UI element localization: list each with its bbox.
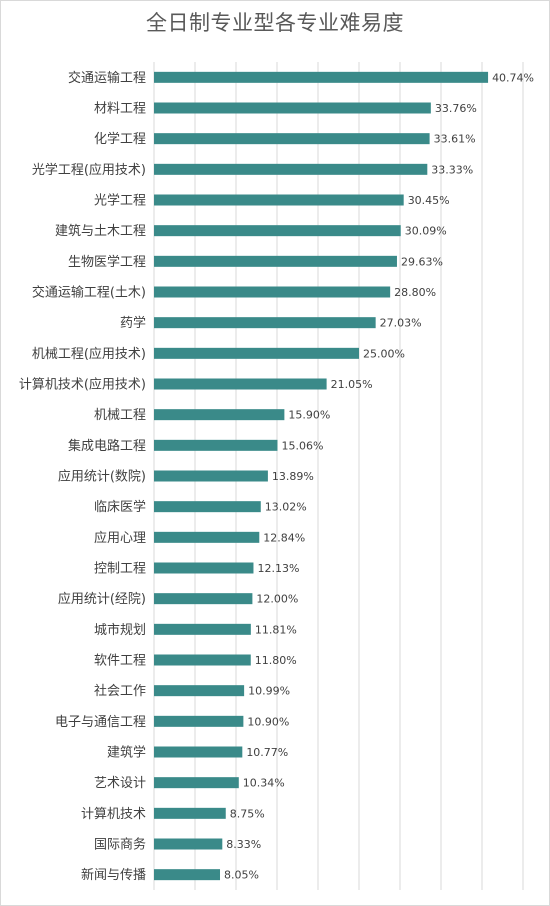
bar bbox=[154, 439, 278, 451]
data-label: 8.05% bbox=[224, 869, 259, 882]
bar bbox=[154, 869, 221, 881]
bar-series bbox=[154, 71, 489, 881]
data-label: 30.45% bbox=[408, 194, 450, 207]
category-label: 国际商务 bbox=[94, 837, 146, 853]
category-label: 集成电路工程 bbox=[68, 438, 146, 454]
bar bbox=[154, 317, 376, 329]
category-label: 机械工程(应用技术) bbox=[32, 346, 146, 362]
bar bbox=[154, 347, 359, 359]
bar bbox=[154, 102, 431, 114]
bar bbox=[154, 194, 404, 206]
data-label: 40.74% bbox=[492, 71, 534, 84]
data-label: 15.06% bbox=[281, 439, 323, 452]
data-label: 15.90% bbox=[288, 409, 330, 422]
data-label: 30.09% bbox=[405, 225, 447, 238]
data-label: 12.00% bbox=[256, 593, 298, 606]
category-label: 机械工程 bbox=[94, 408, 146, 423]
data-label: 10.34% bbox=[243, 777, 285, 790]
category-label: 应用统计(经院) bbox=[58, 591, 146, 607]
bar bbox=[154, 133, 430, 145]
category-label: 化学工程 bbox=[94, 131, 146, 147]
bar bbox=[154, 807, 226, 819]
data-label: 10.99% bbox=[248, 685, 290, 698]
data-label: 33.76% bbox=[435, 102, 477, 115]
bar bbox=[154, 71, 489, 83]
data-label: 33.61% bbox=[434, 133, 476, 146]
bar bbox=[154, 531, 260, 543]
bar bbox=[154, 654, 251, 666]
data-label: 29.63% bbox=[401, 255, 443, 268]
bar bbox=[154, 777, 239, 789]
data-label: 10.90% bbox=[247, 715, 289, 728]
bar bbox=[154, 470, 268, 482]
bar bbox=[154, 225, 401, 237]
data-label: 11.81% bbox=[255, 623, 297, 636]
data-label: 8.33% bbox=[226, 838, 261, 851]
category-label: 城市规划 bbox=[94, 622, 146, 638]
category-label: 光学工程(应用技术) bbox=[32, 162, 146, 178]
bar bbox=[154, 562, 254, 574]
data-label: 27.03% bbox=[380, 317, 422, 330]
bar bbox=[154, 623, 251, 635]
bar bbox=[154, 746, 243, 758]
category-label: 建筑学 bbox=[107, 745, 146, 761]
category-label: 社会工作 bbox=[94, 683, 146, 699]
data-label: 25.00% bbox=[363, 347, 405, 360]
bar bbox=[154, 163, 428, 175]
bar bbox=[154, 378, 327, 390]
category-label: 建筑与土木工程 bbox=[55, 223, 146, 239]
category-label: 材料工程 bbox=[94, 102, 146, 117]
bar bbox=[154, 685, 245, 697]
category-label: 光学工程 bbox=[94, 193, 146, 209]
data-label: 33.33% bbox=[431, 163, 473, 176]
category-label: 应用心理 bbox=[94, 530, 146, 546]
category-label: 艺术设计 bbox=[94, 776, 146, 791]
category-label: 计算机技术 bbox=[81, 807, 146, 822]
category-label: 药学 bbox=[120, 315, 146, 331]
data-label: 12.84% bbox=[263, 531, 305, 544]
data-label: 11.80% bbox=[255, 654, 297, 667]
category-label: 计算机技术(应用技术) bbox=[19, 377, 146, 393]
bar bbox=[154, 255, 397, 267]
category-label: 软件工程 bbox=[94, 654, 146, 669]
value-labels: 40.74% 33.76% 33.61% 33.33% 30.45% 30.09% 29.6… bbox=[224, 71, 534, 881]
category-label: 电子与通信工程 bbox=[55, 715, 146, 730]
data-label: 28.80% bbox=[394, 286, 436, 299]
bar bbox=[154, 593, 253, 605]
category-label: 临床医学 bbox=[94, 499, 146, 515]
category-label: 应用统计(数院) bbox=[58, 469, 146, 485]
data-label: 21.05% bbox=[331, 378, 373, 391]
chart-title: 全日制专业型各专业难易度 bbox=[146, 11, 404, 35]
data-label: 10.77% bbox=[246, 746, 288, 759]
category-label: 交通运输工程 bbox=[68, 70, 146, 86]
bar bbox=[154, 286, 391, 298]
category-label: 控制工程 bbox=[94, 562, 146, 577]
data-label: 13.02% bbox=[265, 501, 307, 514]
data-label: 12.13% bbox=[257, 562, 299, 575]
category-label: 交通运输工程(土木) bbox=[32, 285, 146, 301]
bar bbox=[154, 715, 244, 727]
data-label: 13.89% bbox=[272, 470, 314, 483]
bar bbox=[154, 838, 223, 850]
bar bbox=[154, 409, 285, 421]
data-label: 8.75% bbox=[230, 807, 265, 820]
bar bbox=[154, 501, 261, 513]
category-label: 新闻与传播 bbox=[81, 867, 146, 883]
category-label: 生物医学工程 bbox=[68, 254, 146, 270]
